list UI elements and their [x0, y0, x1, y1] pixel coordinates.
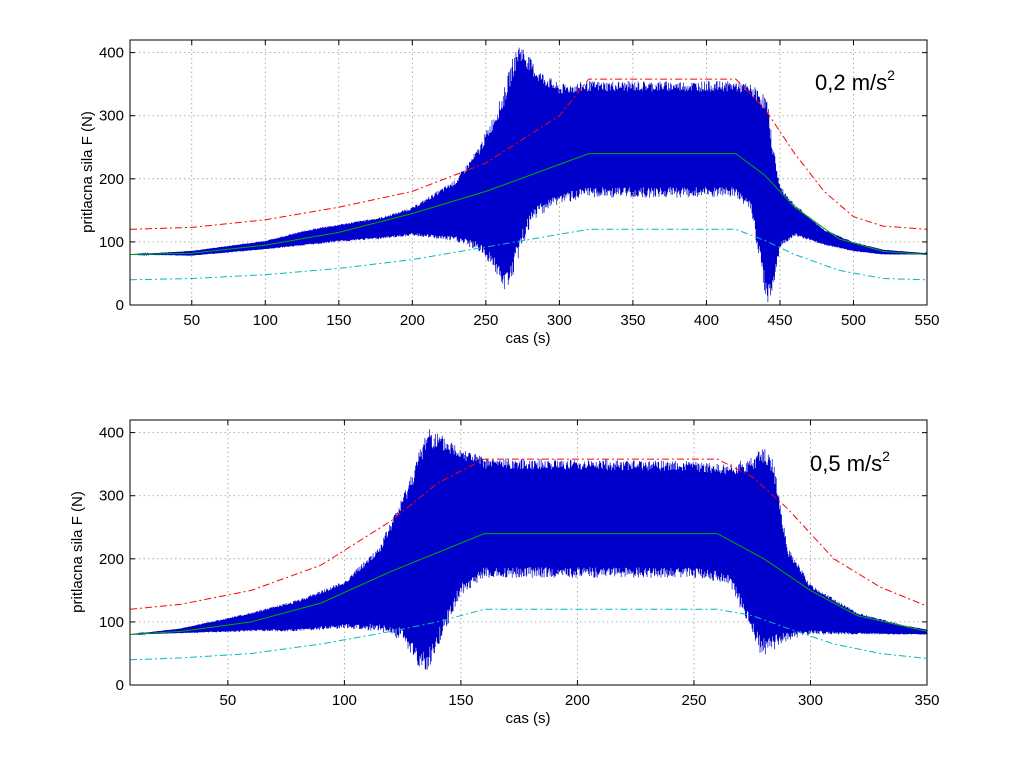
- top-x-tick-label: 50: [183, 312, 200, 329]
- top-x-tick-label: 300: [547, 312, 572, 329]
- top-x-tick-label: 400: [694, 312, 719, 329]
- top-y-tick-label: 200: [99, 171, 124, 188]
- top-ticks: 50 100 150 200 250 300 350 400 450 500 550 0 100 200 3…: [99, 40, 940, 329]
- top-mean-line: [129, 153, 928, 255]
- bottom-ticks: 50 100 150 200 250 300 350 0 100 200 300 400: [99, 420, 940, 709]
- bottom-subplot: 50 100 150 200 250 300 350 0 100 200 300 400 cas (s…: [69, 419, 940, 727]
- bottom-x-tick-label: 100: [332, 692, 357, 709]
- top-x-tick-label: 550: [914, 312, 939, 329]
- bottom-x-tick-label: 250: [681, 692, 706, 709]
- top-annotation-superscript: 2: [887, 67, 895, 83]
- top-x-axis-label: cas (s): [506, 330, 551, 347]
- bottom-force-signal-line: [130, 429, 928, 670]
- bottom-acceleration-annotation: 0,5 m/s2: [810, 448, 890, 476]
- top-y-tick-label: 300: [99, 108, 124, 125]
- bottom-data: [129, 429, 928, 670]
- bottom-upper-limit-line: [129, 458, 928, 610]
- top-upper-limit-line: [129, 78, 928, 230]
- top-x-tick-label: 150: [326, 312, 351, 329]
- bottom-x-axis-label: cas (s): [506, 710, 551, 727]
- bottom-y-tick-label: 200: [99, 551, 124, 568]
- bottom-mean-line: [129, 533, 928, 635]
- top-x-tick-label: 200: [400, 312, 425, 329]
- bottom-grid: [130, 420, 927, 685]
- bottom-axes-frame: [129, 419, 928, 686]
- bottom-x-tick-label: 50: [220, 692, 237, 709]
- top-axes-frame: [129, 39, 928, 306]
- bottom-y-tick-label: 300: [99, 488, 124, 505]
- bottom-y-tick-label: 100: [99, 614, 124, 631]
- top-x-tick-label: 350: [620, 312, 645, 329]
- top-y-tick-label: 0: [116, 297, 124, 314]
- top-acceleration-annotation: 0,2 m/s2: [815, 67, 895, 95]
- bottom-x-tick-label: 150: [448, 692, 473, 709]
- top-annotation-text: 0,2 m/s: [815, 70, 887, 95]
- bottom-x-tick-label: 200: [565, 692, 590, 709]
- bottom-y-tick-label: 400: [99, 425, 124, 442]
- top-x-tick-label: 450: [767, 312, 792, 329]
- top-x-tick-label: 500: [841, 312, 866, 329]
- bottom-annotation-superscript: 2: [882, 448, 890, 464]
- bottom-lower-limit-line: [129, 608, 928, 661]
- bottom-y-axis-label: pritlacna sila F (N): [69, 491, 86, 613]
- top-grid: [130, 40, 927, 305]
- bottom-x-tick-label: 300: [798, 692, 823, 709]
- top-x-tick-label: 250: [473, 312, 498, 329]
- top-subplot: 50 100 150 200 250 300 350 400 450 500 550 0 100 200 3…: [79, 39, 940, 347]
- bottom-y-tick-label: 0: [116, 677, 124, 694]
- top-data: [129, 47, 928, 303]
- top-x-tick-label: 100: [253, 312, 278, 329]
- bottom-x-tick-label: 350: [914, 692, 939, 709]
- top-y-axis-label: pritlacna sila F (N): [79, 111, 96, 233]
- bottom-annotation-text: 0,5 m/s: [810, 451, 882, 476]
- top-y-tick-label: 100: [99, 234, 124, 251]
- top-y-tick-label: 400: [99, 45, 124, 62]
